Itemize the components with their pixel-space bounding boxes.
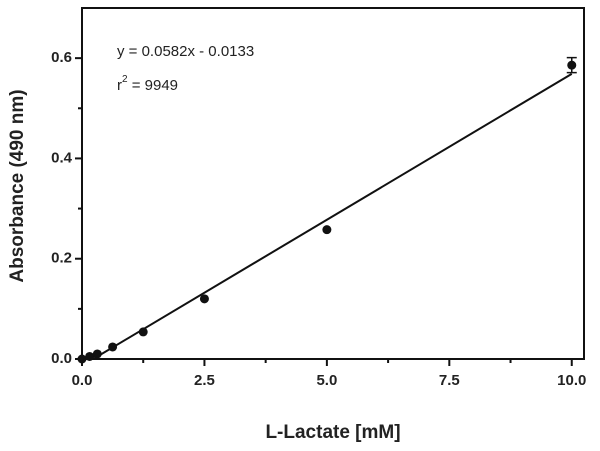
point xyxy=(77,354,87,364)
x-tick-label: 2.5 xyxy=(194,372,215,389)
y-tick-label: 0.0 xyxy=(51,350,72,367)
x-tick-label: 0.0 xyxy=(72,372,93,389)
r2-rest: = 9949 xyxy=(128,77,178,94)
plot-frame xyxy=(81,7,585,360)
r2-base: r xyxy=(117,77,122,94)
x-tick-label: 7.5 xyxy=(439,372,460,389)
point xyxy=(138,327,148,337)
point xyxy=(92,349,102,359)
point xyxy=(322,225,332,235)
point xyxy=(108,342,118,352)
r2-sup: 2 xyxy=(122,74,128,85)
x-tick-label: 10.0 xyxy=(557,372,586,389)
equation: y = 0.0582x - 0.0133 xyxy=(117,43,254,60)
point xyxy=(199,294,209,304)
point xyxy=(567,60,577,70)
point xyxy=(85,351,95,361)
y-axis-title: Absorbance (490 nm) xyxy=(7,89,28,282)
fit-line xyxy=(92,72,573,360)
y-tick-label: 0.2 xyxy=(51,250,72,267)
x-tick-label: 5.0 xyxy=(316,372,337,389)
y-tick-label: 0.4 xyxy=(51,149,73,166)
y-tick-label: 0.6 xyxy=(51,49,72,66)
x-axis-title: L-Lactate [mM] xyxy=(265,422,400,443)
r2-label: r2 = 9949 xyxy=(117,74,178,94)
